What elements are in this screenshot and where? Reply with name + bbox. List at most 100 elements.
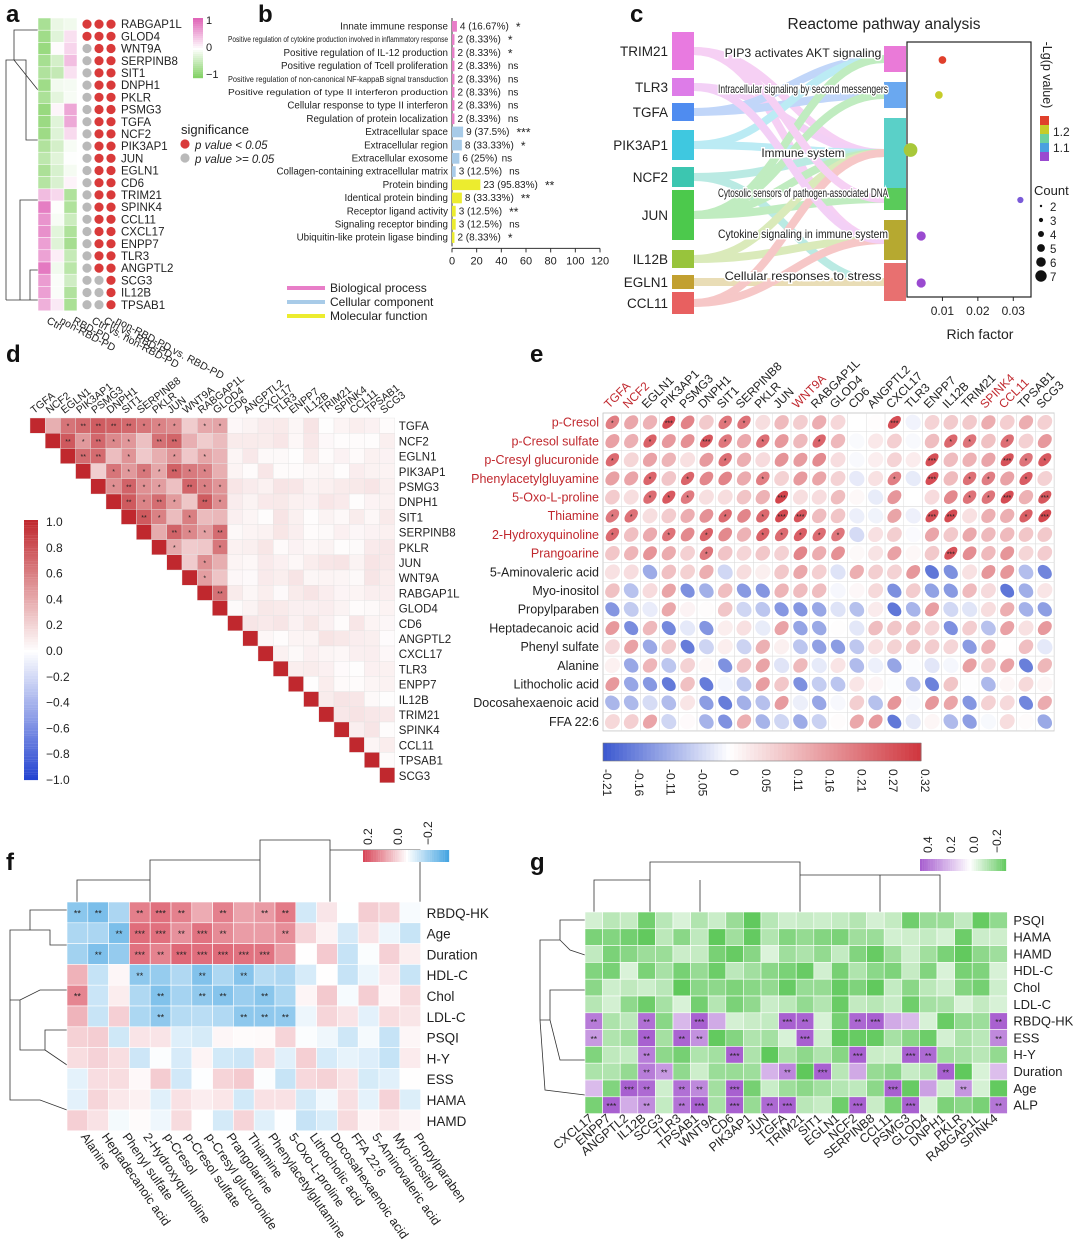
category-label: Extracellular region: [364, 140, 448, 151]
colorbar-step: [865, 743, 870, 761]
corr-cell: [303, 493, 320, 510]
corr-ellipse: [755, 677, 770, 692]
corr-cell: [349, 463, 365, 480]
corr-cell: [379, 569, 396, 586]
corr-cell: [349, 721, 365, 738]
colorbar-step: [24, 759, 38, 762]
corr-stars: *: [1025, 458, 1028, 465]
heat-cell: [655, 1012, 674, 1030]
colorbar-step: [754, 743, 759, 761]
panel-label-f: f: [6, 849, 15, 876]
colorbar-step: [24, 681, 38, 684]
heat-stars: **: [178, 929, 186, 939]
category-label: Regulation of protein localization: [306, 114, 448, 125]
corr-stars: **: [111, 424, 117, 431]
significance-dot: [82, 80, 92, 90]
corr-ellipse: [605, 509, 620, 523]
corr-cell: [273, 630, 289, 647]
corr-ellipse: [718, 527, 733, 542]
corr-cell: [288, 585, 304, 601]
pathway-block: [884, 220, 906, 260]
category-label: Positive regulation of cytokine producti…: [228, 34, 448, 44]
corr-ellipse: [849, 508, 865, 524]
heat-stars: **: [678, 1084, 685, 1094]
heat-cell: [672, 928, 691, 946]
corr-stars: *: [611, 458, 614, 465]
corr-ellipse: [680, 695, 696, 711]
heat-cell: [743, 1096, 762, 1114]
corr-cell: [318, 524, 335, 540]
corr-ellipse: [717, 545, 733, 561]
corr-ellipse: [999, 714, 1015, 730]
corr-stars: **: [187, 484, 193, 491]
metabolite-label: Docosahexaenoic acid: [473, 696, 599, 710]
colorbar-step: [24, 720, 38, 723]
colorbar-step: [765, 743, 771, 761]
expression-cell: [37, 139, 52, 153]
corr-ellipse: [887, 695, 902, 710]
expression-cell: [63, 164, 78, 177]
corr-ellipse: [905, 639, 921, 655]
colorbar-step: [869, 743, 874, 761]
corr-ellipse: [905, 620, 921, 636]
colorbar-step: [762, 743, 767, 761]
expression-cell: [63, 261, 78, 275]
legend-gradient-step: [193, 22, 203, 25]
corr-cell: [273, 615, 289, 631]
bar-value-label: 2 (8.33%): [457, 61, 500, 72]
heat-cell: [129, 1109, 151, 1132]
corr-ellipse: [1000, 546, 1015, 561]
gene-label: RABGAP1L: [121, 19, 182, 31]
heat-cell: [108, 1068, 130, 1090]
corr-ellipse: [905, 508, 921, 524]
heat-cell: [129, 1047, 151, 1069]
row-gene-label: SCG3: [399, 771, 430, 783]
legend-tick-g: −0.2: [990, 829, 1004, 853]
corr-cell: [318, 630, 335, 647]
corr-ellipse: [1018, 676, 1034, 692]
colorbar-step: [24, 559, 38, 562]
corr-cell: [288, 463, 304, 480]
heat-stars: **: [282, 908, 290, 918]
colorbar-step: [24, 678, 38, 682]
corr-cell: [349, 478, 365, 495]
sankey-link: [693, 83, 885, 244]
panel-label-d: d: [6, 341, 21, 368]
corr-cell: [364, 463, 380, 480]
colorbar-step: [24, 704, 38, 708]
heat-cell: [725, 1029, 744, 1047]
corr-ellipse: [605, 545, 620, 561]
legend-gradient-step: [943, 859, 946, 871]
corr-ellipse: [905, 470, 921, 487]
corr-cell: [227, 585, 244, 601]
legend-gradient-step: [969, 859, 972, 871]
colorbar-step: [24, 733, 38, 736]
corr-cell: [288, 524, 304, 540]
significance-mark: *: [521, 139, 526, 153]
heat-cell: [760, 928, 779, 946]
corr-cell: [349, 539, 365, 555]
corr-cell: [288, 676, 304, 692]
corr-ellipse: [811, 508, 827, 524]
heat-stars: ***: [218, 950, 229, 960]
corr-ellipse: [698, 639, 714, 655]
corr-ellipse: [981, 564, 996, 579]
significance-dot: [82, 287, 92, 298]
heat-cell: [813, 911, 832, 930]
heat-stars: ***: [782, 1101, 793, 1111]
colorbar-step: [662, 743, 668, 761]
corr-stars: *: [203, 530, 206, 537]
corr-ellipse: [1037, 545, 1053, 561]
corr-stars: *: [1025, 476, 1028, 483]
colorbar-step: [833, 743, 839, 761]
legend-gradient-step: [365, 850, 368, 862]
corr-ellipse: [1037, 414, 1053, 430]
corr-ellipse: [924, 545, 940, 561]
heat-cell: [584, 978, 603, 997]
corr-stars: **: [202, 500, 208, 507]
corr-ellipse: [887, 583, 902, 598]
heat-stars: ***: [259, 950, 270, 960]
legend-gradient-step: [403, 850, 407, 862]
significance-dot: [82, 239, 92, 249]
significance-dot: [82, 117, 92, 127]
